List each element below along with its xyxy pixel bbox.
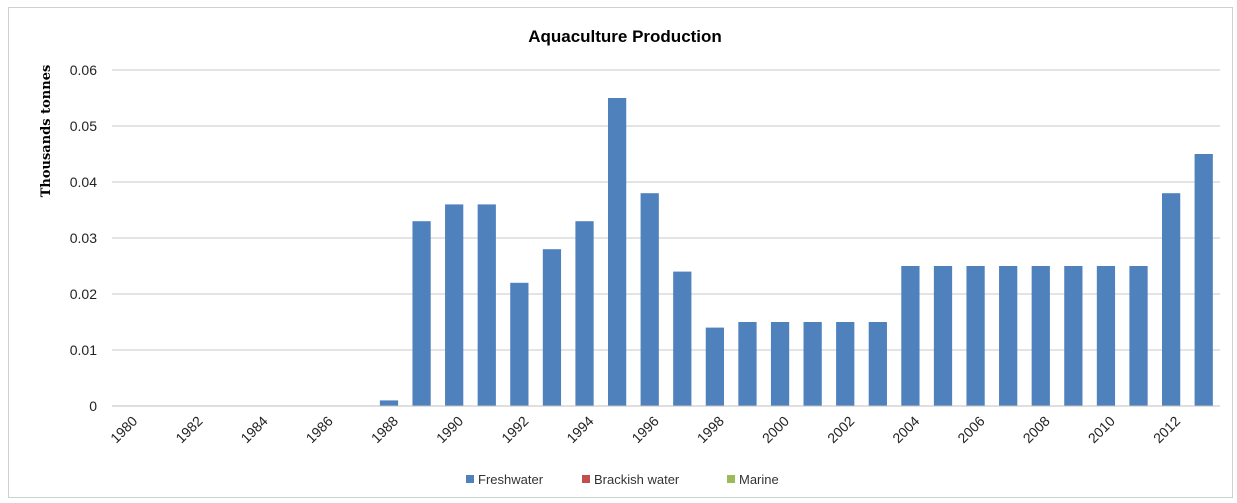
gridlines [112, 69, 1220, 351]
bar-freshwater-2003 [868, 322, 887, 406]
y-tick-label: 0.03 [70, 230, 97, 246]
x-tick-label: 1992 [498, 413, 531, 446]
bar-freshwater-2008 [1031, 266, 1050, 406]
x-tick-label: 1986 [303, 413, 336, 446]
bar-freshwater-2001 [803, 322, 822, 406]
x-tick-label: 2008 [1020, 413, 1053, 446]
x-tick-label: 2012 [1150, 413, 1183, 446]
x-tick-label: 1996 [628, 413, 661, 446]
bar-freshwater-2005 [933, 266, 953, 406]
x-tick-label: 1998 [694, 413, 727, 446]
bar-freshwater-2007 [999, 266, 1018, 406]
bar-freshwater-1996 [640, 193, 659, 406]
bar-freshwater-1997 [673, 271, 692, 406]
bar-freshwater-2002 [836, 322, 855, 406]
bar-freshwater-1990 [445, 204, 464, 406]
x-tick-label: 1980 [107, 413, 140, 446]
legend-label: Freshwater [478, 472, 544, 487]
y-axis-label: Thousands tonnes [39, 65, 54, 198]
y-tick-label: 0.01 [70, 342, 97, 358]
x-tick-label: 1984 [237, 413, 270, 446]
x-tick-label: 1982 [172, 413, 205, 446]
y-tick-label: 0.02 [70, 286, 97, 302]
x-tick-label: 2006 [954, 413, 987, 446]
x-tick-label: 2004 [889, 413, 922, 446]
legend: Freshwater Brackish water Marine [466, 472, 779, 487]
x-tick-label: 2000 [759, 413, 792, 446]
bar-freshwater-2011 [1129, 266, 1148, 406]
bar-freshwater-1994 [575, 221, 594, 406]
bar-freshwater-2010 [1096, 266, 1116, 406]
bar-freshwater-1989 [412, 221, 431, 406]
x-tick-label: 1994 [563, 413, 596, 446]
legend-label: Marine [739, 472, 779, 487]
x-tick-labels: 1980 1982 1984 1986 1988 1990 1992 1994 1996 1998… [107, 413, 1183, 446]
bars [379, 98, 1213, 406]
bar-freshwater-1995 [607, 98, 627, 406]
bar-freshwater-1988 [379, 400, 399, 406]
x-tick-label: 1988 [368, 413, 401, 446]
legend-label: Brackish water [594, 472, 680, 487]
legend-swatch-brackish-water [582, 475, 590, 483]
x-tick-label: 2010 [1085, 413, 1118, 446]
x-tick-label: 2002 [824, 413, 857, 446]
bar-freshwater-1993 [542, 249, 562, 406]
bar-freshwater-1992 [510, 282, 529, 406]
y-tick-label: 0.05 [70, 118, 97, 134]
legend-swatch-freshwater [466, 475, 474, 483]
legend-swatch-marine [727, 475, 735, 483]
y-tick-label: 0.04 [70, 174, 97, 190]
bar-freshwater-1991 [477, 204, 496, 406]
bar-freshwater-2012 [1161, 193, 1181, 406]
y-tick-labels: 0 0.01 0.02 0.03 0.04 0.05 0.06 [70, 62, 97, 414]
chart-title: Aquaculture Production [528, 27, 722, 46]
bar-freshwater-2013 [1194, 154, 1213, 406]
bar-freshwater-2004 [901, 266, 920, 406]
bar-freshwater-2009 [1064, 266, 1083, 406]
x-tick-label: 1990 [433, 413, 466, 446]
bar-freshwater-1999 [738, 322, 757, 406]
bar-freshwater-1998 [705, 327, 725, 406]
bar-freshwater-2006 [966, 266, 985, 406]
bar-freshwater-2000 [770, 322, 790, 406]
y-tick-label: 0.06 [70, 62, 97, 78]
y-tick-label: 0 [89, 398, 97, 414]
